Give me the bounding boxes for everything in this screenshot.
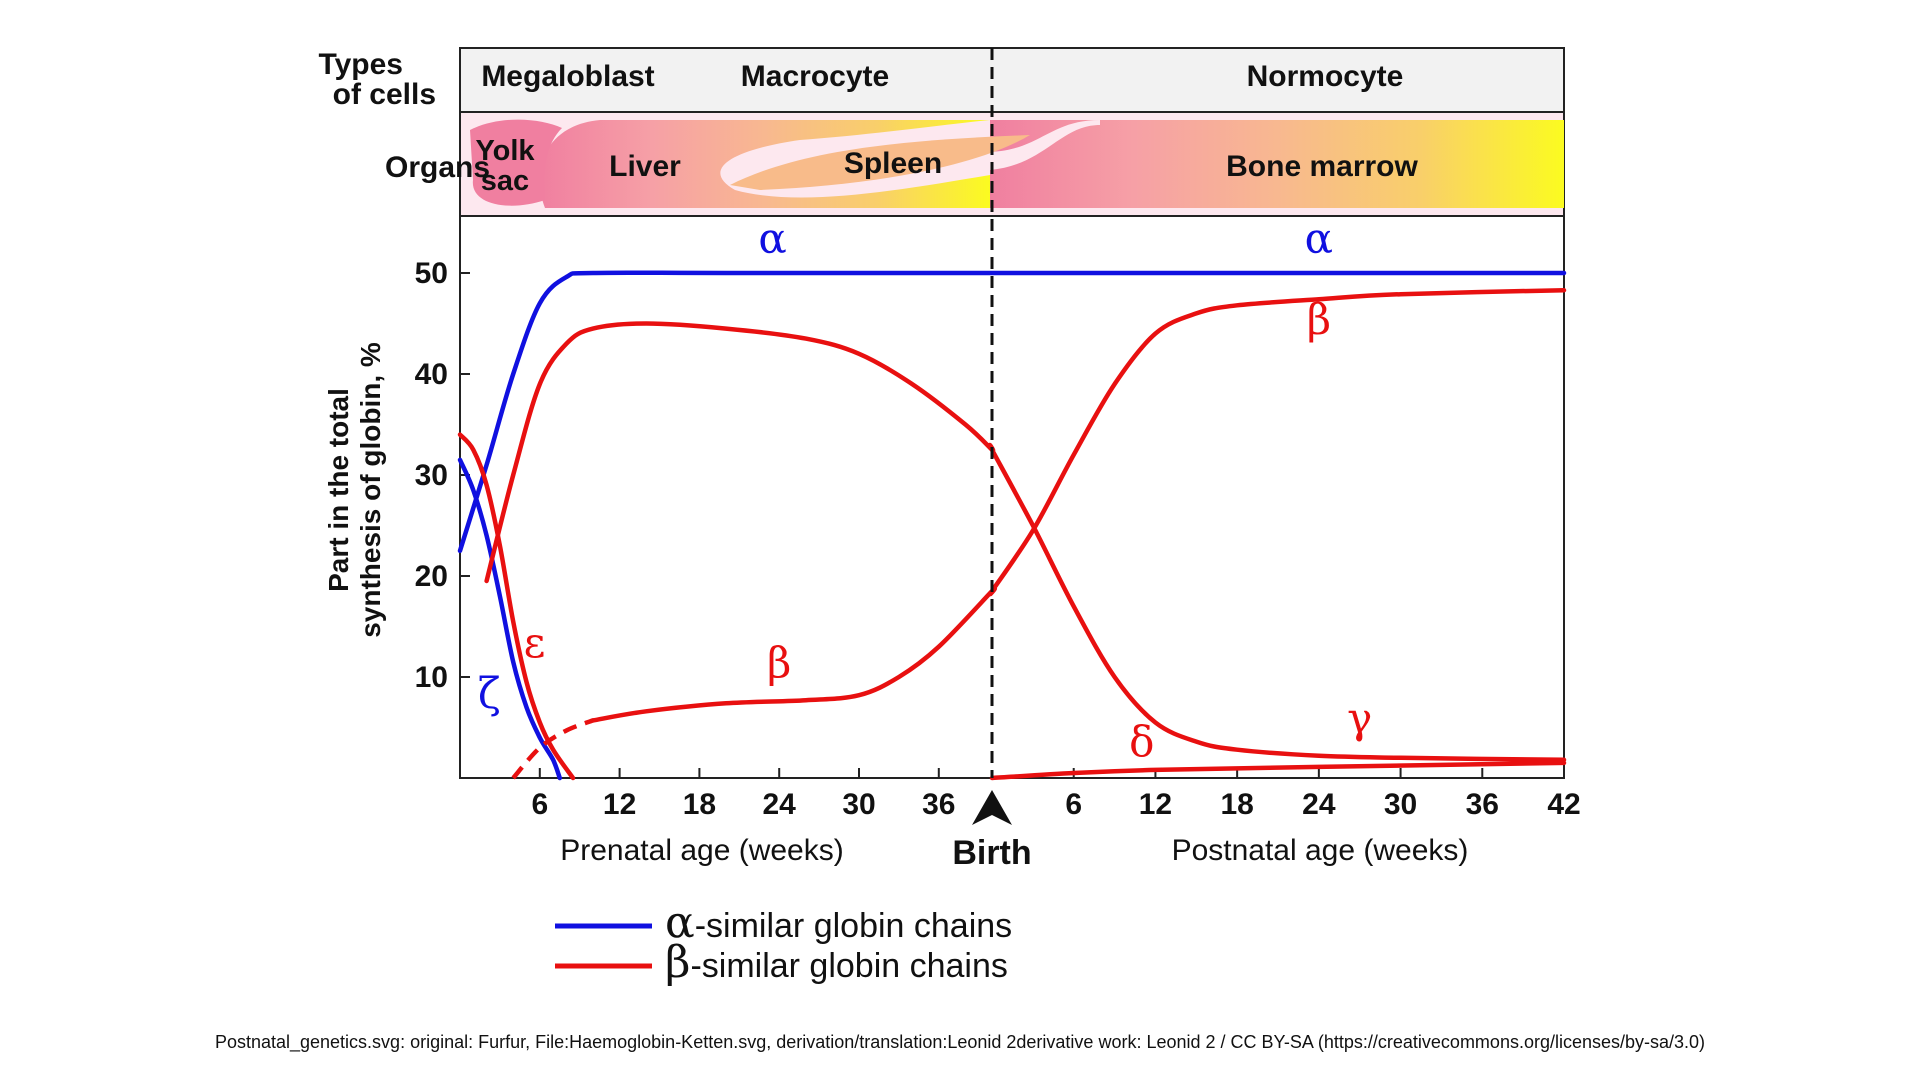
yolk-sac-shape <box>470 119 562 206</box>
y-tick-label: 20 <box>415 560 448 593</box>
birth-label: Birth <box>952 834 1031 872</box>
organ-bone-marrow: Bone marrow <box>1226 150 1418 183</box>
curve-labels: α α ζε γ β β δ <box>478 214 1372 766</box>
legend-alpha-label: -similar globin chains <box>695 907 1012 945</box>
y-axis-ticks: 10 20 30 40 50 <box>415 257 470 694</box>
postnatal-x-tick-label: 42 <box>1547 788 1580 821</box>
delta-curve-label: δ <box>1129 717 1154 766</box>
organs-label: Organs <box>385 151 490 184</box>
legend-beta-text: β-similar globin chains <box>665 937 1008 988</box>
cell-types-band: Types of cells Megaloblast Macrocyte Nor… <box>319 47 1565 113</box>
y-tick-label: 40 <box>415 358 448 391</box>
legend-beta-label: -similar globin chains <box>690 947 1007 985</box>
alpha-curve <box>457 270 1567 554</box>
prenatal-x-tick-label: 24 <box>763 788 797 821</box>
postnatal-x-tick-label: 24 <box>1302 788 1336 821</box>
source-caption: Postnatal_genetics.svg: original: Furfur… <box>214 1032 1706 1052</box>
beta-dashed-curve <box>511 718 594 780</box>
y-title-line1: Part in the total <box>323 388 354 592</box>
gamma-curve-label: γ <box>1347 694 1372 743</box>
beta-curve-label: β <box>1307 295 1331 344</box>
organ-yolk-line1: Yolk <box>475 135 535 167</box>
beta-curve-label: β <box>767 638 791 687</box>
alpha-curve-label: α <box>758 214 786 263</box>
postnatal-x-tick-label: 30 <box>1384 788 1417 821</box>
prenatal-x-tick-label: 6 <box>531 788 548 821</box>
bone-marrow-shape <box>990 120 1564 208</box>
epsilon-curve-label: ε <box>524 618 546 667</box>
liver-shape <box>539 120 990 208</box>
postnatal-x-tick-label: 12 <box>1139 788 1172 821</box>
cell-type-normocyte: Normocyte <box>1247 60 1404 93</box>
y-tick-label: 50 <box>415 257 448 290</box>
types-label-line1: Types <box>319 48 403 81</box>
postnatal-x-tick-label: 36 <box>1466 788 1499 821</box>
y-title-line2: synthesis of globin, % <box>355 342 386 638</box>
x-axis-ticks: 6 12 18 24 30 36 6 12 18 24 30 36 42 <box>531 768 1581 821</box>
prenatal-x-tick-label: 36 <box>922 788 955 821</box>
alpha-curve-label: α <box>1305 214 1333 263</box>
beta-curve <box>590 287 1567 723</box>
prenatal-x-tick-label: 18 <box>683 788 716 821</box>
cell-type-megaloblast: Megaloblast <box>481 60 654 93</box>
organs-band: Organs Yolk sac Liver Spleen Bone marrow <box>385 111 1565 217</box>
types-label-line2: of cells <box>333 78 436 111</box>
prenatal-x-tick-label: 12 <box>603 788 636 821</box>
y-tick-label: 10 <box>415 661 448 694</box>
birth-arrow-icon <box>972 790 1012 825</box>
spleen-shape <box>730 135 1030 190</box>
legend: α-similar globin chains β-similar globin… <box>555 897 1012 988</box>
legend-alpha-symbol: α <box>665 897 695 948</box>
postnatal-axis-title: Postnatal age (weeks) <box>1172 834 1469 867</box>
cell-type-macrocyte: Macrocyte <box>741 60 889 93</box>
organ-spleen: Spleen <box>844 147 942 180</box>
zeta-curve <box>457 457 563 781</box>
zeta-curve-label: ζ <box>478 668 501 717</box>
y-tick-label: 30 <box>415 459 448 492</box>
organ-yolk-line2: sac <box>481 165 529 197</box>
plot-area: 10 20 30 40 50 6 12 18 24 30 36 6 12 18 24 30 36 42 α α ζε… <box>415 48 1581 825</box>
y-axis-title: Part in the total synthesis of globin, % <box>323 342 386 638</box>
prenatal-x-tick-label: 30 <box>842 788 875 821</box>
postnatal-x-tick-label: 18 <box>1220 788 1253 821</box>
legend-alpha-text: α-similar globin chains <box>665 897 1012 948</box>
postnatal-x-tick-label: 6 <box>1065 788 1082 821</box>
organ-liver: Liver <box>609 150 681 183</box>
prenatal-axis-title: Prenatal age (weeks) <box>560 834 843 867</box>
delta-curve <box>989 760 1567 781</box>
marrow-notch <box>990 120 1100 170</box>
legend-beta-symbol: β <box>665 937 690 988</box>
